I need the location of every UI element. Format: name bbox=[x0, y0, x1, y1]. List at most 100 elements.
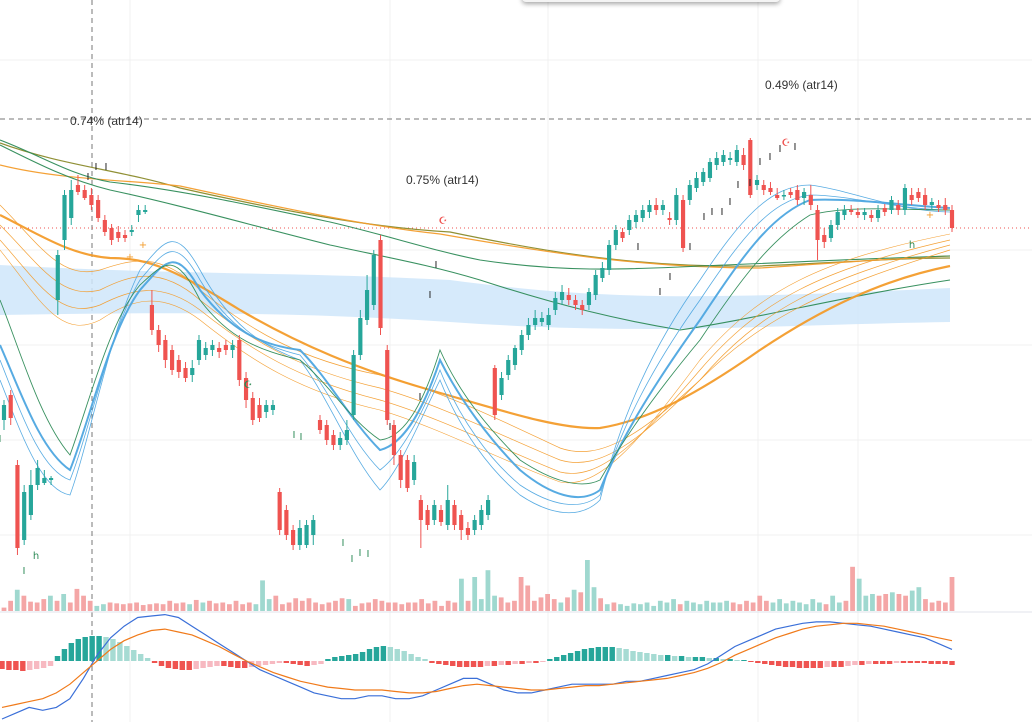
volume-bar bbox=[942, 602, 948, 611]
candle-body bbox=[391, 425, 397, 455]
volume-bar bbox=[419, 599, 425, 611]
volume-bar bbox=[333, 600, 338, 611]
volume-bar bbox=[28, 601, 33, 611]
candle-body bbox=[109, 228, 114, 240]
candle-body bbox=[149, 305, 154, 330]
macd-histogram-bar bbox=[755, 661, 761, 663]
volume-bar bbox=[207, 600, 212, 611]
signal-marker: I bbox=[419, 392, 422, 403]
macd-histogram-bar bbox=[283, 661, 290, 663]
candle-body bbox=[217, 348, 222, 352]
macd-histogram-bar bbox=[179, 661, 185, 670]
candle bbox=[156, 325, 161, 352]
volume-bar bbox=[399, 604, 405, 611]
ma-orange-fan-1 bbox=[0, 204, 951, 452]
macd-histogram-bar bbox=[498, 661, 504, 665]
macd-histogram-bar bbox=[526, 661, 532, 663]
macd-histogram-bar bbox=[581, 649, 588, 661]
candle-body bbox=[674, 195, 679, 220]
macd-histogram-bar bbox=[82, 637, 88, 661]
candle bbox=[512, 345, 518, 370]
signal-marker: I bbox=[351, 554, 354, 565]
candle-body bbox=[15, 465, 20, 548]
volume-bar bbox=[697, 604, 703, 611]
candle bbox=[210, 340, 215, 356]
candle bbox=[479, 505, 484, 530]
volume-bar bbox=[134, 602, 139, 611]
volume-bar bbox=[392, 602, 398, 611]
macd-histogram-bar bbox=[824, 661, 830, 667]
macd-histogram-bar bbox=[193, 661, 199, 669]
candle bbox=[284, 505, 289, 540]
candle-body bbox=[418, 500, 423, 520]
candle bbox=[35, 460, 40, 490]
candle bbox=[243, 372, 249, 408]
candle bbox=[196, 335, 202, 365]
macd-histogram-bar bbox=[692, 657, 699, 661]
candles bbox=[1, 138, 955, 555]
candle-body bbox=[667, 218, 672, 220]
ma-orange-fan-2 bbox=[0, 224, 951, 463]
candle bbox=[143, 205, 148, 214]
candle-body bbox=[768, 188, 773, 192]
candle bbox=[304, 520, 309, 548]
candle-body bbox=[654, 205, 659, 210]
volume-bar bbox=[710, 602, 716, 611]
volume-bar bbox=[651, 605, 657, 611]
candle bbox=[761, 180, 766, 195]
macd-histogram-bar bbox=[935, 661, 941, 664]
macd-histogram-bar bbox=[456, 661, 463, 667]
volume-bar bbox=[266, 599, 272, 611]
volume-bar bbox=[41, 599, 47, 611]
macd-histogram-bar bbox=[443, 661, 449, 665]
volume-bar bbox=[459, 578, 464, 611]
macd-histogram-bar bbox=[401, 651, 407, 661]
candle bbox=[506, 355, 511, 380]
candle bbox=[418, 495, 423, 548]
floating-toolbar[interactable] bbox=[522, 0, 780, 2]
volume-bar bbox=[94, 605, 100, 611]
volume-bar bbox=[770, 602, 776, 611]
candle-body bbox=[613, 230, 618, 245]
macd-histogram-bar bbox=[68, 643, 75, 661]
candle bbox=[371, 250, 376, 310]
candle-body bbox=[8, 395, 13, 418]
candle-body bbox=[122, 235, 128, 238]
macd-histogram-bar bbox=[89, 636, 95, 661]
candle-body bbox=[156, 330, 161, 345]
plus-marker: + bbox=[926, 210, 934, 221]
volume-bar bbox=[386, 602, 391, 611]
signal-marker: I bbox=[105, 162, 108, 173]
candle-body bbox=[223, 345, 228, 350]
candle-body bbox=[62, 195, 67, 240]
volume-bar bbox=[74, 588, 80, 611]
candle-body bbox=[331, 435, 336, 445]
volume-bar bbox=[883, 594, 889, 611]
macd-histogram-bar bbox=[165, 661, 172, 668]
volume-bar bbox=[949, 577, 955, 611]
volume-bar bbox=[406, 602, 411, 611]
candle-body bbox=[116, 232, 121, 238]
candle bbox=[163, 335, 168, 368]
macd-histogram-bar bbox=[782, 661, 789, 667]
macd-histogram-bar bbox=[789, 661, 796, 667]
candle-body bbox=[445, 500, 450, 525]
macd-histogram-bar bbox=[241, 661, 248, 668]
candle bbox=[82, 185, 87, 200]
volume-bar bbox=[823, 604, 829, 611]
signal-marker: I bbox=[435, 260, 438, 271]
macd-histogram-bar bbox=[595, 647, 602, 661]
volume-bar bbox=[817, 602, 822, 611]
volume-bar bbox=[936, 600, 942, 611]
volume-bar bbox=[346, 599, 352, 611]
macd-histogram-bar bbox=[547, 659, 553, 661]
volume-bar bbox=[790, 600, 796, 611]
candle-body bbox=[559, 292, 565, 300]
macd-histogram-bar bbox=[352, 654, 359, 661]
candle-body bbox=[136, 210, 141, 215]
candle-body bbox=[82, 190, 87, 198]
signal-marker: I bbox=[23, 566, 26, 577]
macd-histogram-bar bbox=[720, 659, 726, 661]
candle bbox=[317, 415, 323, 434]
candle bbox=[707, 158, 713, 182]
